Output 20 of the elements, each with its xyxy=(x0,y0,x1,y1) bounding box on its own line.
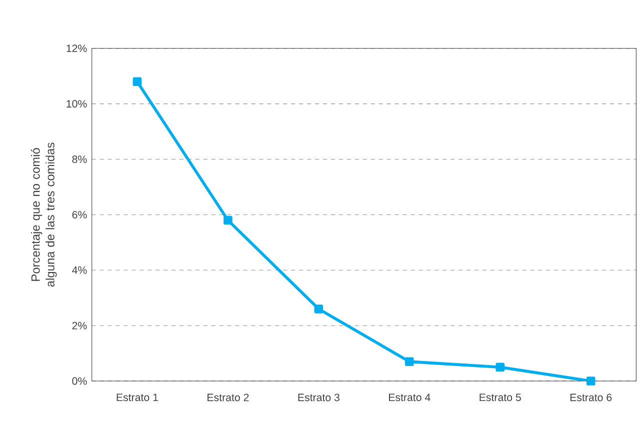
point xyxy=(314,304,324,314)
point xyxy=(586,376,596,386)
y-tick-label: 0% xyxy=(72,377,87,385)
point xyxy=(132,77,142,86)
x-tick-label: Estrato 2 xyxy=(208,394,249,402)
x-tick-label: Estrato 4 xyxy=(389,394,430,402)
x-tick-label: Estrato 1 xyxy=(116,394,158,402)
y-tick-label: 6% xyxy=(72,210,87,218)
x-tick-label: Estrato 3 xyxy=(298,394,340,402)
x-tick-label: Estrato 6 xyxy=(570,394,612,402)
point xyxy=(224,216,232,225)
y-tick-label: 10% xyxy=(66,100,87,108)
y-tick-label: 4% xyxy=(72,266,87,274)
y-tick-label: 8% xyxy=(72,155,87,163)
y-axis-title: Porcentaje que no comió alguna de las tres comidas xyxy=(30,142,57,287)
point xyxy=(405,357,414,366)
x-tick-label: Estrato 5 xyxy=(480,394,521,402)
point xyxy=(496,362,505,372)
y-tick-label: 12% xyxy=(66,44,87,52)
y-tick-label: 2% xyxy=(72,322,87,330)
